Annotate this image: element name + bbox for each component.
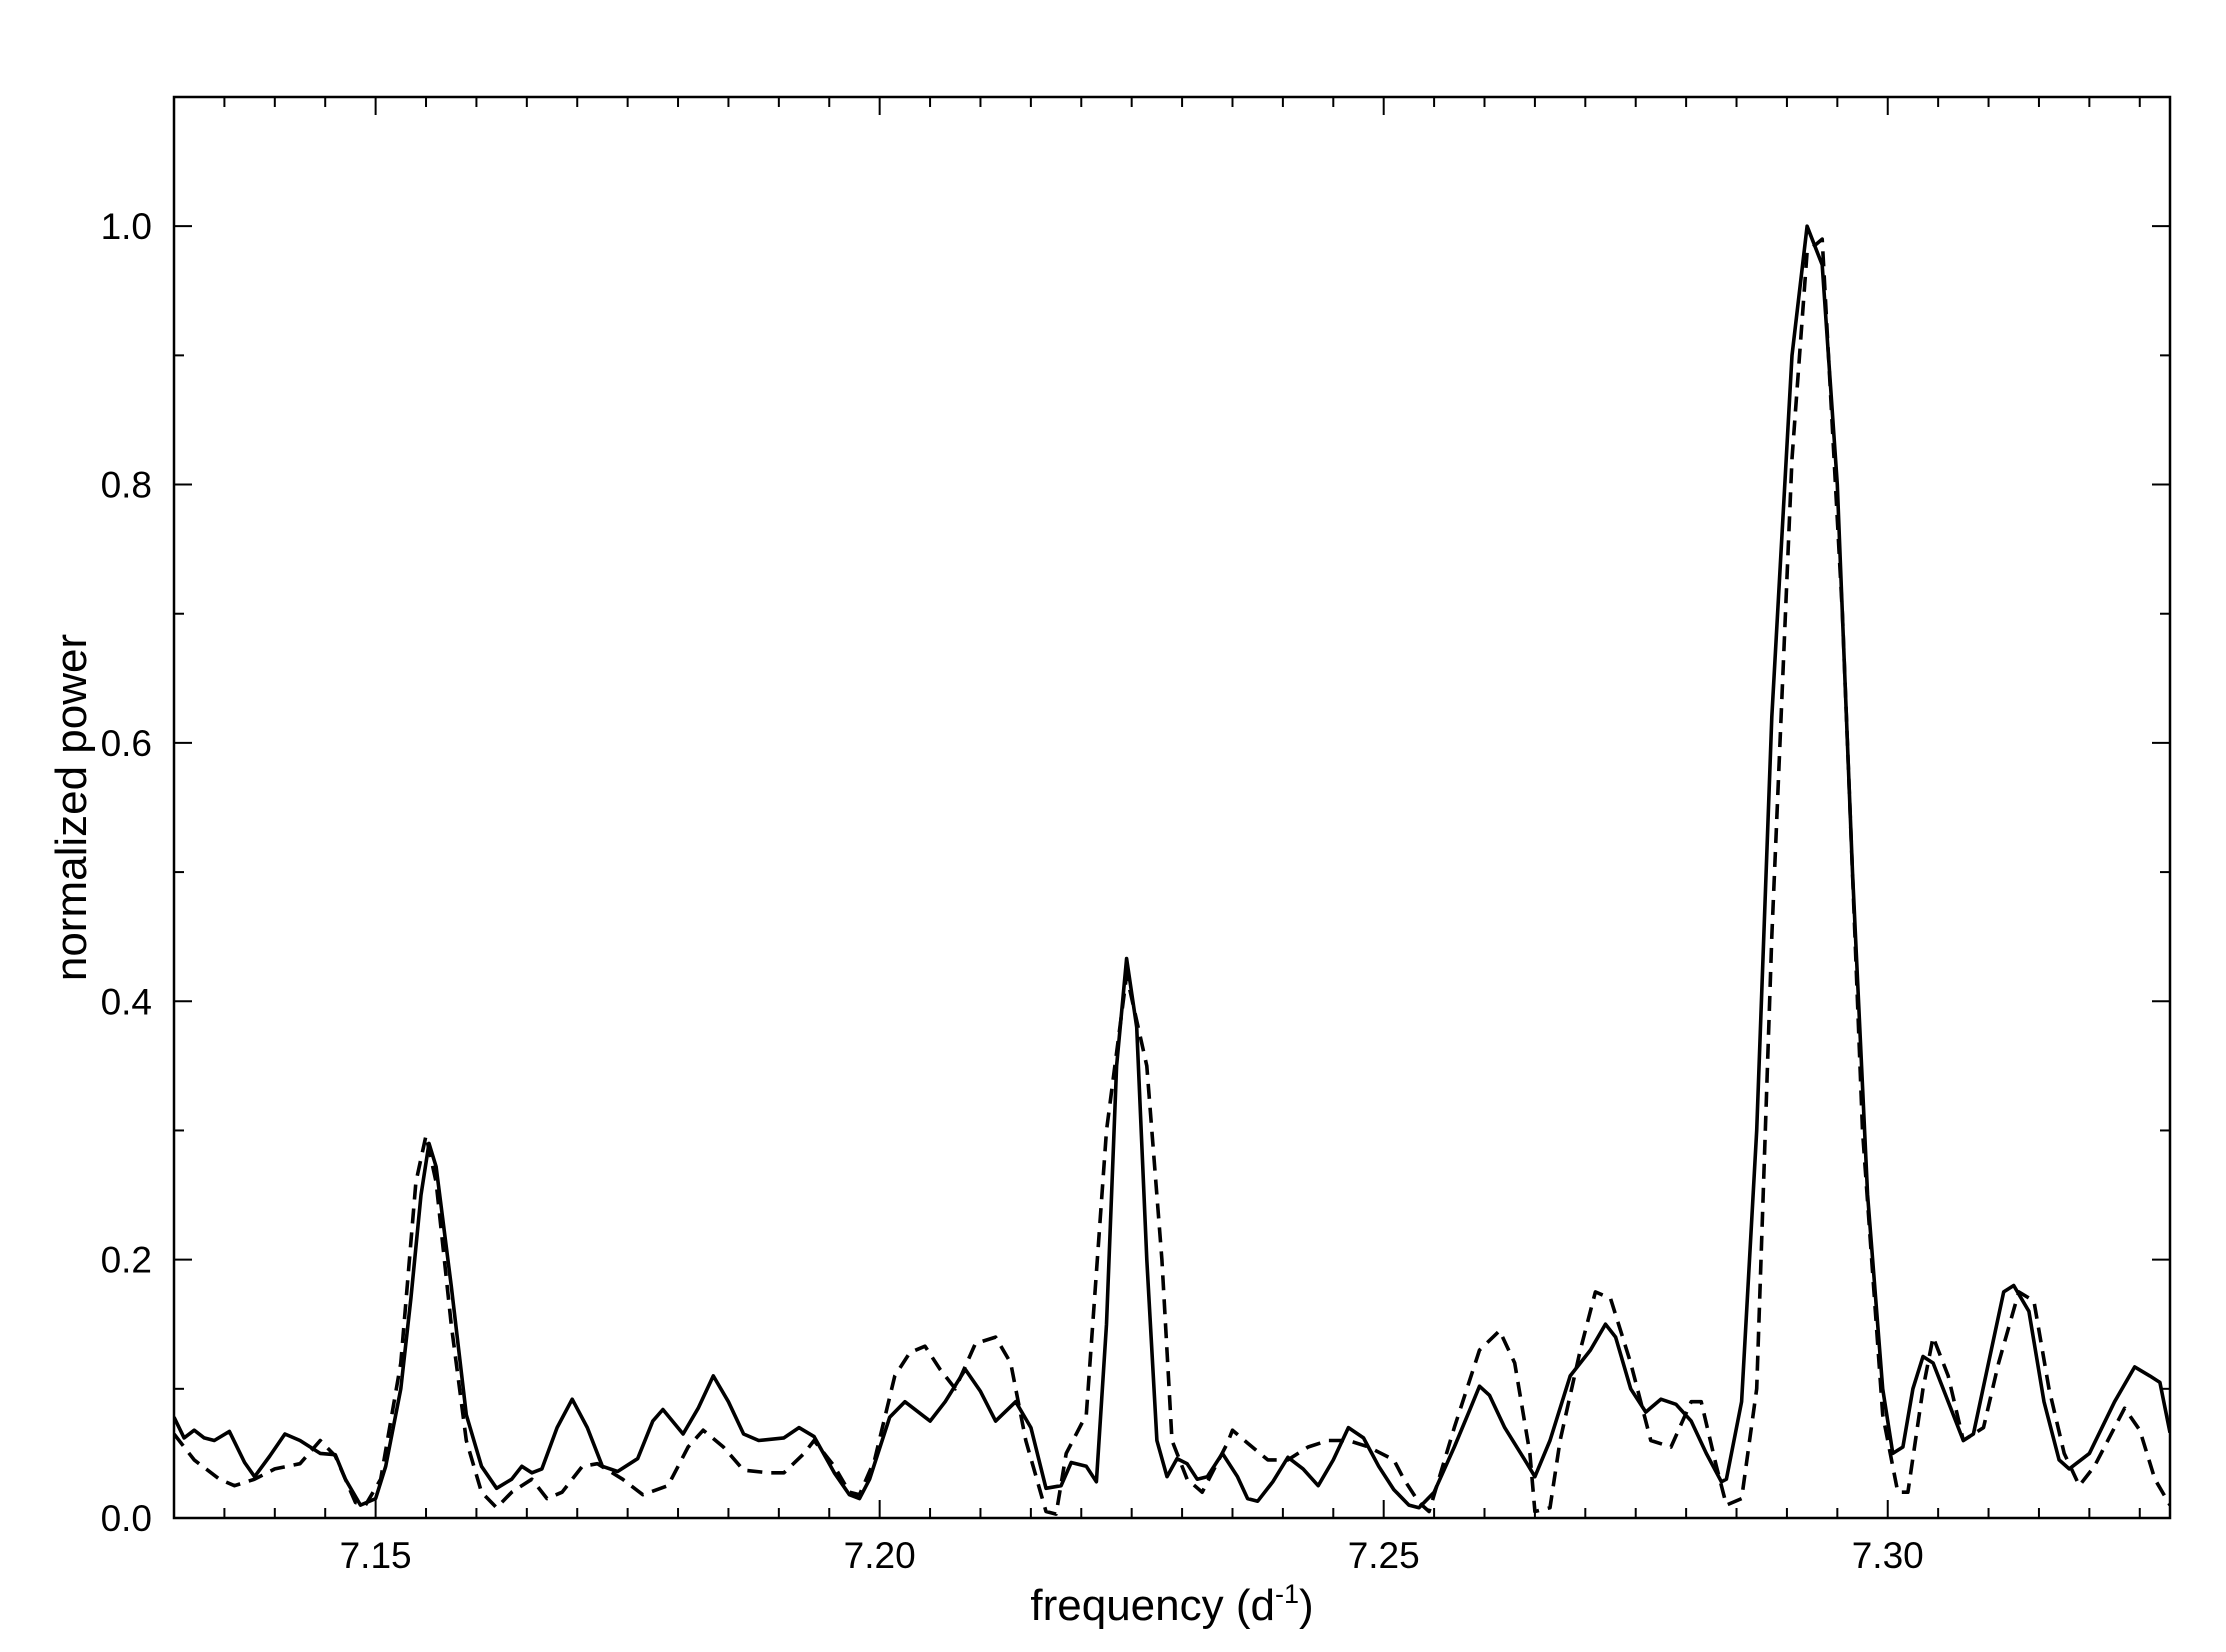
y-axis-title: normalized power: [47, 634, 96, 981]
x-tick-label: 7.25: [1348, 1535, 1420, 1576]
y-tick-label: 0.6: [101, 723, 152, 764]
x-axis-title-superscript: -1: [1275, 1579, 1299, 1609]
plot-frame: [172, 95, 2172, 1520]
x-tick-label: 7.30: [1852, 1535, 1924, 1576]
y-tick-label: 0.8: [101, 465, 152, 506]
x-tick-label: 7.15: [340, 1535, 412, 1576]
x-tick-label: 7.20: [844, 1535, 916, 1576]
y-tick-label: 0.2: [101, 1240, 152, 1281]
tick-labels-layer: 7.15 7.20 7.25 7.30 0.0 0.2 0.4 0.6 0.8 1.0: [101, 206, 1924, 1576]
y-tick-label: 0.0: [101, 1498, 152, 1539]
series-layer: [174, 224, 2170, 1516]
x-axis-title-suffix: ): [1299, 1581, 1314, 1630]
x-axis-title: frequency (d-1): [1030, 1579, 1313, 1630]
series-line-dashed: [174, 237, 2170, 1516]
x-axis-title-prefix: frequency (d: [1030, 1581, 1275, 1630]
y-tick-label: 0.4: [101, 981, 152, 1022]
y-tick-label: 1.0: [101, 206, 152, 247]
